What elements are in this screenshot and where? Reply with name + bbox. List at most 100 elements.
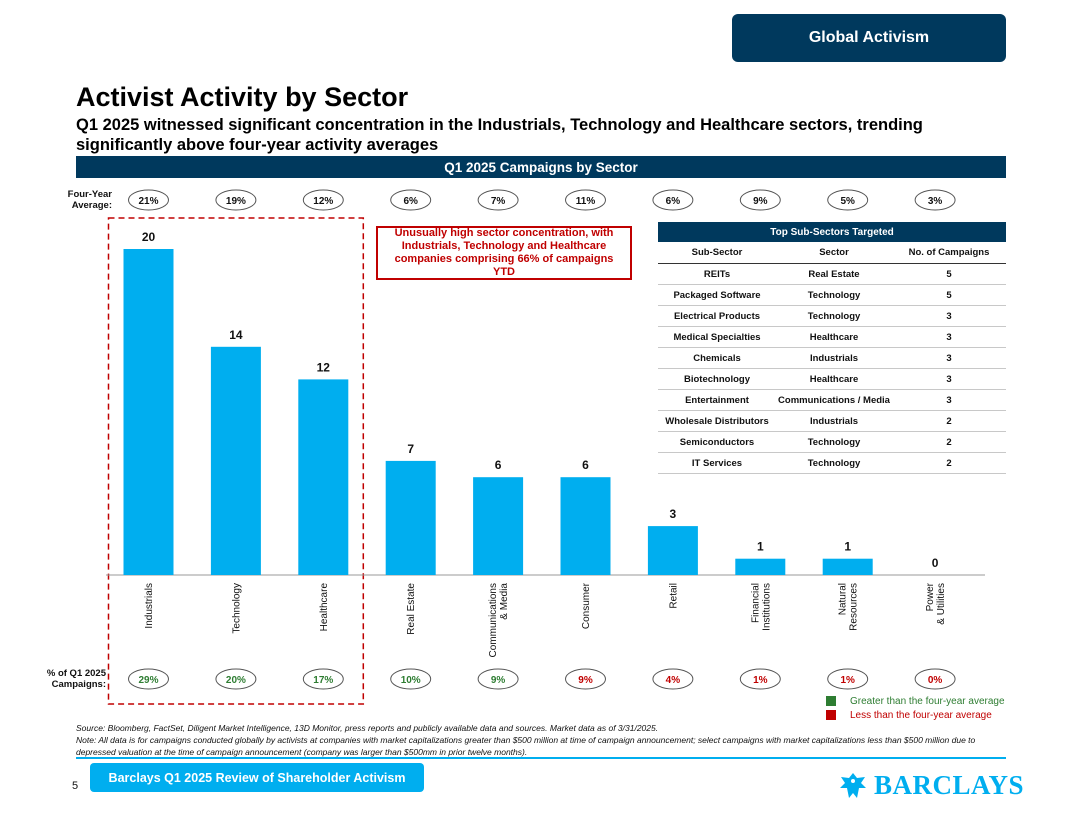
legend-label-below: Less than the four-year average — [850, 709, 992, 721]
bar-value-label: 12 — [317, 360, 331, 374]
four-year-average-label: Four-Year Average: — [68, 189, 113, 211]
cell-campaigns: 5 — [892, 284, 1006, 306]
category-tick-label: Consumer — [581, 582, 592, 629]
four-year-average-pill — [827, 189, 869, 211]
bar-value-label: 0 — [932, 556, 939, 570]
four-year-average-value: 6% — [403, 196, 418, 207]
four-year-average-pill — [477, 189, 519, 211]
four-year-average-value: 11% — [576, 196, 596, 207]
category-tick-label: Communications& Media — [488, 583, 510, 658]
category-tick-label: Power& Utilities — [925, 582, 947, 624]
bar-value-label: 6 — [495, 458, 502, 472]
four-year-average-pill — [302, 189, 344, 211]
category-label-text: Real Estate — [406, 583, 417, 635]
q1-share-pill — [390, 668, 432, 690]
four-year-average-value: 6% — [666, 196, 681, 207]
bar — [560, 477, 611, 575]
green-square-icon — [826, 696, 836, 706]
q1-share-value: 9% — [491, 675, 506, 686]
table-row: Chemicals Industrials 3 — [658, 347, 1006, 369]
category-label-text: Industrials — [144, 583, 155, 629]
cell-sub-sector: IT Services — [658, 452, 776, 474]
category-label-text: FinancialInstitutions — [750, 583, 772, 631]
column-header-campaigns: No. of Campaigns — [892, 242, 1006, 264]
cell-sector: Industrials — [776, 410, 892, 432]
logo-wordmark: BARCLAYS — [874, 770, 1025, 800]
bar-value-label: 3 — [670, 507, 677, 521]
cell-campaigns: 3 — [892, 326, 1006, 348]
four-year-average-value: 19% — [226, 196, 246, 207]
bar — [735, 558, 786, 575]
report-title-badge: Barclays Q1 2025 Review of Shareholder A… — [90, 763, 424, 792]
sub-sector-grid: Sub-Sector Sector No. of Campaigns REITs… — [658, 242, 1006, 474]
cell-campaigns: 3 — [892, 305, 1006, 327]
source-notes: Source: Bloomberg, FactSet, Diligent Mar… — [76, 722, 1011, 758]
table-row: IT Services Technology 2 — [658, 452, 1006, 474]
q1-share-label: % of Q1 2025 Campaigns: — [47, 668, 107, 690]
cell-sub-sector: Biotechnology — [658, 368, 776, 390]
cell-campaigns: 2 — [892, 410, 1006, 432]
q1-share-pill — [827, 668, 869, 690]
cell-sub-sector: Chemicals — [658, 347, 776, 369]
category-label-text: Power& Utilities — [925, 582, 947, 624]
table-row: Medical Specialties Healthcare 3 — [658, 326, 1006, 348]
four-year-average-pill — [565, 189, 606, 211]
bar — [123, 249, 174, 575]
sub-sector-table: Top Sub-Sectors Targeted Sub-Sector Sect… — [658, 222, 1006, 474]
cell-sub-sector: Medical Specialties — [658, 326, 776, 348]
four-year-average-value: 5% — [840, 196, 855, 207]
cell-sub-sector: Packaged Software — [658, 284, 776, 306]
category-label-text: Consumer — [581, 582, 592, 629]
bar-value-label: 7 — [407, 442, 414, 456]
bar — [473, 477, 524, 575]
legend: Greater than the four-year average Less … — [826, 694, 1005, 722]
cell-sub-sector: Entertainment — [658, 389, 776, 411]
q1-share-pill — [128, 668, 169, 690]
table-row: Entertainment Communications / Media 3 — [658, 389, 1006, 411]
four-year-average-pill — [739, 189, 781, 211]
cell-sub-sector: Semiconductors — [658, 431, 776, 453]
column-header-sector: Sector — [776, 242, 892, 264]
category-label-text: Retail — [668, 583, 679, 609]
red-square-icon — [826, 710, 836, 720]
bar — [822, 558, 873, 575]
four-year-average-pill — [914, 189, 956, 211]
category-tick-label: NaturalResources — [838, 583, 860, 631]
category-label-text: Communications& Media — [488, 583, 510, 658]
cell-sector: Healthcare — [776, 326, 892, 348]
q1-share-value: 29% — [138, 675, 158, 686]
cell-sector: Technology — [776, 284, 892, 306]
page-number: 5 — [72, 780, 79, 792]
q1-share-value: 1% — [753, 675, 768, 686]
four-year-average-value: 21% — [138, 196, 158, 207]
legend-item-below: Less than the four-year average — [826, 708, 1005, 722]
cell-sub-sector: Wholesale Distributors — [658, 410, 776, 432]
q1-share-pill — [215, 668, 257, 690]
cell-campaigns: 3 — [892, 368, 1006, 390]
four-year-average-pill — [390, 189, 432, 211]
q1-share-value: 4% — [666, 675, 681, 686]
four-year-average-pill — [215, 189, 257, 211]
q1-share-pill — [914, 668, 956, 690]
cell-sub-sector: REITs — [658, 263, 776, 285]
footer-rule — [76, 757, 1006, 759]
q1-share-pill — [565, 668, 606, 690]
cell-campaigns: 3 — [892, 347, 1006, 369]
category-tick-label: Healthcare — [319, 583, 330, 632]
table-row: Electrical Products Technology 3 — [658, 305, 1006, 327]
bar-value-label: 1 — [844, 540, 851, 554]
q1-share-pill — [477, 668, 519, 690]
q1-share-value: 20% — [226, 675, 246, 686]
category-tick-label: Industrials — [144, 583, 155, 629]
table-title: Top Sub-Sectors Targeted — [658, 222, 1006, 242]
four-year-average-pill — [652, 189, 694, 211]
table-row: Wholesale Distributors Industrials 2 — [658, 410, 1006, 432]
cell-sector: Technology — [776, 305, 892, 327]
cell-sector: Communications / Media — [776, 389, 892, 411]
cell-campaigns: 5 — [892, 263, 1006, 285]
cell-sector: Healthcare — [776, 368, 892, 390]
q1-share-pill — [652, 668, 694, 690]
four-year-average-value: 3% — [928, 196, 943, 207]
barclays-logo: BARCLAYS — [838, 770, 1024, 801]
